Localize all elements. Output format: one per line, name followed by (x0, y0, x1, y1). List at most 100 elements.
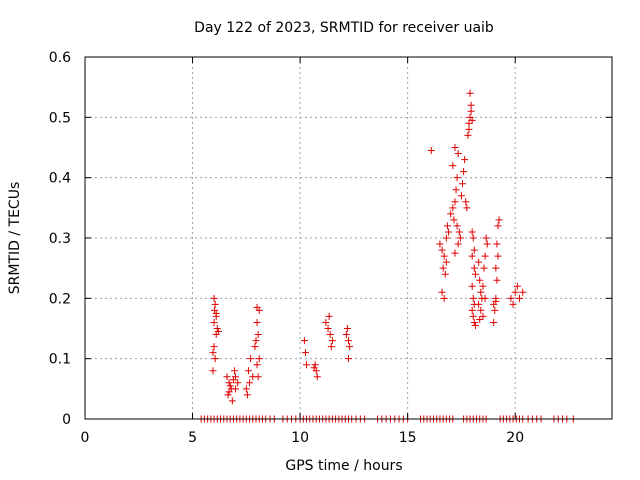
data-point (513, 282, 521, 290)
data-point (468, 282, 476, 290)
data-point (461, 156, 469, 164)
data-point (212, 309, 220, 317)
data-point (507, 294, 515, 302)
data-point (468, 228, 476, 236)
data-point (463, 204, 471, 212)
data-point (254, 331, 262, 339)
data-point (464, 131, 472, 139)
data-point (213, 325, 221, 332)
data-point (477, 288, 485, 296)
data-point (232, 385, 240, 393)
data-point (243, 391, 251, 399)
data-point (440, 252, 448, 260)
data-point (466, 89, 474, 97)
data-point (468, 306, 476, 314)
axis-ticks (84, 56, 612, 420)
y-tick-label: 0.5 (49, 110, 71, 126)
data-point (226, 382, 234, 390)
data-point (455, 228, 463, 236)
data-point (516, 294, 524, 302)
x-tick-label: 0 (81, 430, 90, 446)
x-tick-label: 5 (188, 430, 197, 446)
data-point (436, 240, 444, 248)
data-point (454, 240, 462, 248)
data-point (223, 373, 231, 381)
data-point (459, 180, 467, 188)
data-point (322, 318, 330, 326)
data-point (493, 276, 501, 284)
data-point (440, 294, 448, 302)
data-point (483, 240, 491, 248)
data-point (230, 367, 238, 375)
x-tick-label: 15 (399, 430, 417, 446)
data-point (253, 318, 261, 326)
data-point (211, 355, 219, 363)
data-point (470, 246, 478, 254)
data-point (470, 318, 478, 326)
data-point (246, 379, 254, 387)
data-point (465, 125, 473, 133)
data-point (232, 373, 240, 381)
data-point (491, 306, 499, 314)
data-point (303, 361, 311, 369)
data-point (462, 198, 470, 206)
data-point (442, 234, 450, 242)
data-point (467, 101, 475, 109)
data-point (438, 246, 446, 254)
data-point (470, 264, 478, 272)
y-tick-label: 0 (62, 412, 71, 428)
y-tick-labels: 0 0.1 0.2 0.3 0.4 0.5 0.6 (49, 50, 71, 428)
data-point (468, 252, 476, 260)
data-point (211, 300, 219, 308)
data-point (442, 258, 450, 266)
data-point (476, 315, 484, 323)
data-point (252, 337, 260, 345)
data-point (441, 270, 449, 278)
data-point (209, 367, 217, 375)
y-tick-label: 0.6 (49, 50, 71, 66)
data-point (469, 294, 477, 302)
data-point (255, 355, 263, 363)
data-point (445, 228, 453, 236)
data-point (313, 373, 321, 381)
data-point (447, 210, 455, 218)
data-point (490, 318, 498, 326)
data-point (469, 312, 477, 320)
data-point (449, 204, 457, 212)
data-point (324, 325, 332, 332)
data-point (345, 355, 352, 363)
data-point (452, 186, 460, 194)
data-point (494, 252, 502, 260)
data-point (477, 306, 485, 314)
data-point (300, 337, 308, 345)
data-point (494, 222, 502, 230)
data-point (438, 288, 446, 296)
data-point (209, 349, 217, 357)
data-point (210, 343, 218, 351)
data-point (346, 343, 354, 351)
data-point (247, 355, 255, 363)
data-point (479, 312, 487, 320)
data-point (255, 306, 263, 314)
data-point (234, 379, 242, 387)
data-point (443, 222, 451, 230)
data-point (454, 150, 462, 158)
data-point (225, 379, 233, 387)
data-point (453, 222, 461, 230)
data-point (451, 144, 459, 151)
data-point (493, 240, 501, 248)
y-axis-label: SRMTID / TECUs (7, 182, 23, 295)
y-tick-label: 0.4 (49, 171, 71, 187)
data-point (242, 385, 250, 393)
data-point (492, 264, 500, 272)
data-point (214, 328, 222, 336)
data-point (253, 361, 261, 369)
data-point (451, 249, 459, 257)
data-point (224, 391, 232, 399)
data-point (327, 343, 335, 351)
data-point (251, 343, 259, 351)
x-tick-label: 20 (506, 430, 524, 446)
data-point (475, 258, 483, 266)
data-point (342, 331, 350, 339)
